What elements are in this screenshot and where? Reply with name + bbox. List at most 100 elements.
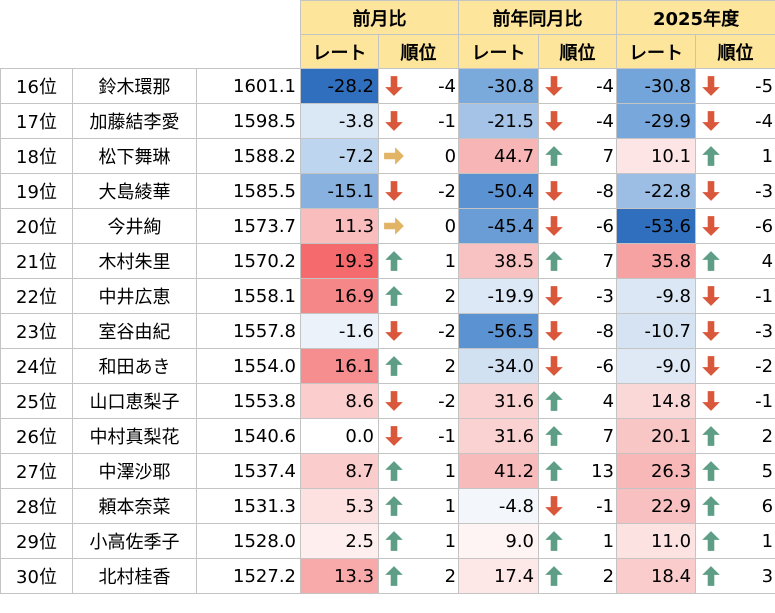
arrow-up-icon (700, 565, 724, 587)
table-row: 23位 室谷由紀 1557.8 -1.6 -2 -56.5 -8 -10.7 -3 (0, 313, 775, 349)
arrow-up-icon (543, 565, 567, 587)
corner-blank (0, 0, 301, 35)
rank-cell: 20位 (0, 208, 73, 244)
fiscal-rate-cell: -30.8 (616, 68, 697, 104)
rank-cell: 26位 (0, 418, 73, 454)
table-row: 21位 木村朱里 1570.2 19.3 1 38.5 7 35.8 4 (0, 243, 775, 279)
fiscal-order-cell: -1 (695, 383, 775, 419)
rating-value: 1570.2 (195, 243, 302, 279)
rank-cell: 17位 (0, 103, 73, 139)
arrow-up-icon (383, 460, 407, 482)
fiscal-order-value: -4 (755, 110, 774, 132)
table-row: 16位 鈴木環那 1601.1 -28.2 -4 -30.8 -4 -30.8 -5 (0, 68, 775, 104)
fiscal-order-cell: 1 (695, 523, 775, 559)
header-month-order: 順位 (378, 34, 460, 69)
arrow-down-icon (700, 180, 724, 202)
arrow-down-icon (700, 320, 724, 342)
arrow-up-icon (543, 390, 567, 412)
fiscal-rate-cell: 10.1 (616, 138, 697, 174)
fiscal-rate-cell: -10.7 (616, 313, 697, 349)
arrow-down-icon (543, 75, 567, 97)
fiscal-order-cell: -3 (695, 313, 775, 349)
year-order-cell: 7 (538, 243, 618, 279)
year-order-value: 7 (602, 250, 615, 272)
arrow-down-icon (543, 285, 567, 307)
arrow-down-icon (383, 320, 407, 342)
fiscal-order-cell: -5 (695, 68, 775, 104)
month-order-value: -4 (438, 75, 457, 97)
year-order-value: 4 (602, 390, 615, 412)
arrow-down-icon (543, 495, 567, 517)
month-order-value: 1 (444, 495, 457, 517)
player-name: 松下舞琳 (72, 138, 197, 174)
year-order-cell: -4 (538, 103, 618, 139)
rating-value: 1573.7 (195, 208, 302, 244)
arrow-up-icon (700, 495, 724, 517)
arrow-up-icon (383, 355, 407, 377)
fiscal-order-value: -1 (755, 390, 774, 412)
player-name: 今井絢 (72, 208, 197, 244)
fiscal-order-value: -6 (755, 215, 774, 237)
fiscal-order-cell: 1 (695, 138, 775, 174)
table-row: 18位 松下舞琳 1588.2 -7.2 0 44.7 7 10.1 1 (0, 138, 775, 174)
month-order-cell: 0 (378, 138, 460, 174)
month-order-cell: 1 (378, 488, 460, 524)
fiscal-order-value: 2 (761, 425, 774, 447)
table-row: 26位 中村真梨花 1540.6 0.0 -1 31.6 7 20.1 2 (0, 418, 775, 454)
table-row: 19位 大島綾華 1585.5 -15.1 -2 -50.4 -8 -22.8 -3 (0, 173, 775, 209)
table-row: 27位 中澤沙耶 1537.4 8.7 1 41.2 13 26.3 5 (0, 453, 775, 489)
year-order-cell: -6 (538, 208, 618, 244)
player-name: 中村真梨花 (72, 418, 197, 454)
arrow-down-icon (700, 215, 724, 237)
arrow-up-icon (700, 460, 724, 482)
arrow-down-icon (383, 75, 407, 97)
rating-value: 1528.0 (195, 523, 302, 559)
month-order-value: 2 (444, 355, 457, 377)
player-name: 北村桂香 (72, 558, 197, 594)
year-rate-cell: 41.2 (458, 453, 540, 489)
fiscal-rate-cell: 14.8 (616, 383, 697, 419)
year-order-value: -8 (596, 320, 615, 342)
year-rate-cell: 31.6 (458, 383, 540, 419)
fiscal-order-cell: 3 (695, 558, 775, 594)
fiscal-order-cell: 5 (695, 453, 775, 489)
month-order-value: -2 (438, 180, 457, 202)
rating-value: 1558.1 (195, 278, 302, 314)
year-order-cell: 13 (538, 453, 618, 489)
rank-cell: 28位 (0, 488, 73, 524)
arrow-down-icon (383, 180, 407, 202)
month-order-cell: -2 (378, 173, 460, 209)
player-name: 木村朱里 (72, 243, 197, 279)
arrow-up-icon (383, 530, 407, 552)
fiscal-order-value: 1 (761, 145, 774, 167)
year-order-cell: -3 (538, 278, 618, 314)
month-rate-cell: 13.3 (300, 558, 380, 594)
arrow-up-icon (700, 250, 724, 272)
rating-value: 1553.8 (195, 383, 302, 419)
rating-value: 1531.3 (195, 488, 302, 524)
header-year-order: 順位 (538, 34, 618, 69)
fiscal-order-value: 3 (761, 565, 774, 587)
month-order-cell: -1 (378, 103, 460, 139)
rating-value: 1554.0 (195, 348, 302, 384)
month-order-cell: 2 (378, 278, 460, 314)
year-rate-cell: -34.0 (458, 348, 540, 384)
player-name: 和田あき (72, 348, 197, 384)
fiscal-rate-cell: -9.0 (616, 348, 697, 384)
arrow-down-icon (700, 285, 724, 307)
month-rate-cell: 16.9 (300, 278, 380, 314)
fiscal-order-value: -3 (755, 320, 774, 342)
arrow-down-icon (543, 355, 567, 377)
year-rate-cell: 44.7 (458, 138, 540, 174)
arrow-down-icon (383, 390, 407, 412)
arrow-up-icon (383, 565, 407, 587)
arrow-down-icon (700, 355, 724, 377)
rank-cell: 22位 (0, 278, 73, 314)
year-order-value: -6 (596, 355, 615, 377)
year-rate-cell: -19.9 (458, 278, 540, 314)
year-order-cell: -8 (538, 173, 618, 209)
player-name: 小高佐季子 (72, 523, 197, 559)
year-order-value: -4 (596, 110, 615, 132)
fiscal-rate-cell: 20.1 (616, 418, 697, 454)
year-order-value: -8 (596, 180, 615, 202)
